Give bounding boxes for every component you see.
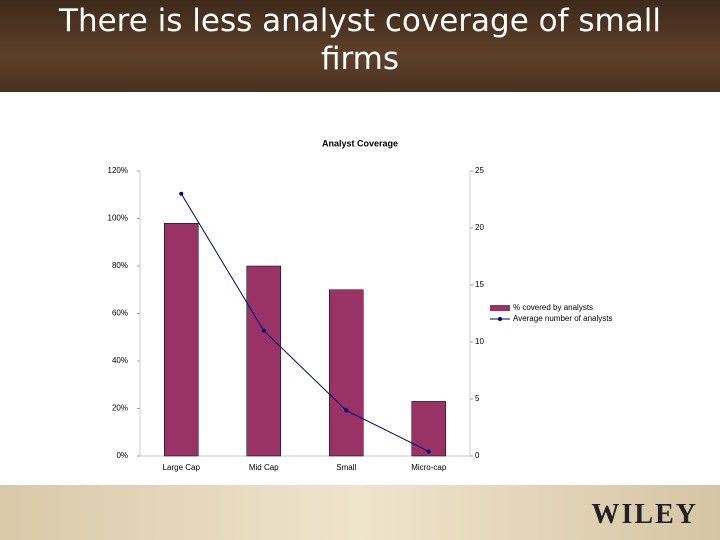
- x-tick-label: Micro-cap: [411, 463, 447, 472]
- y-tick-label: 60%: [112, 309, 128, 318]
- y2-tick-label: 25: [475, 166, 484, 175]
- y-tick-label: 40%: [112, 356, 128, 365]
- chart-title: Analyst Coverage: [322, 138, 398, 148]
- line: [180, 193, 429, 452]
- bar: [329, 289, 364, 457]
- chart: Analyst Coverage 0% 20% 40% 60% 80% 100% 120% 0…: [108, 138, 613, 472]
- legend-label: % covered by analysts: [513, 303, 593, 312]
- x-tick-label: Large Cap: [163, 463, 201, 472]
- y-tick-label: 80%: [112, 261, 128, 270]
- x-tick-label: Mid Cap: [249, 463, 279, 472]
- y-tick-label: 100%: [108, 214, 128, 223]
- bar: [164, 223, 199, 457]
- y-tick-label: 0%: [116, 451, 128, 460]
- point: [261, 328, 266, 333]
- y-tick-label: 20%: [112, 404, 128, 413]
- point: [426, 449, 431, 454]
- logo: WILEY: [591, 499, 698, 530]
- legend-marker: [498, 317, 502, 321]
- y-tick-label: 120%: [108, 166, 128, 175]
- bar: [246, 265, 281, 457]
- header-banner: There is less analyst coverage of small …: [0, 0, 720, 92]
- legend-label: Average number of analysts: [513, 314, 612, 323]
- y2-tick-label: 20: [475, 223, 484, 232]
- point: [179, 191, 184, 196]
- point: [344, 408, 349, 413]
- y2-tick-label: 15: [475, 280, 484, 289]
- bar: [411, 401, 446, 457]
- y2-tick-label: 0: [475, 451, 480, 460]
- slide-title: There is less analyst coverage of small …: [59, 3, 661, 77]
- x-tick-label: Small: [336, 463, 356, 472]
- legend-swatch: [490, 305, 510, 311]
- footer-banner: WILEY: [0, 485, 720, 540]
- y2-tick-label: 10: [475, 337, 484, 346]
- y2-tick-label: 5: [475, 394, 480, 403]
